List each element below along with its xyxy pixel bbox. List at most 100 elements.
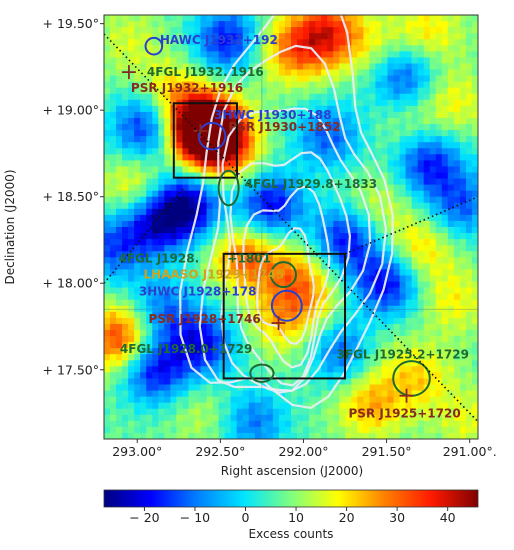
heatmap-cell xyxy=(321,378,328,386)
heatmap-cell xyxy=(375,227,383,234)
heatmap-cell xyxy=(339,57,346,65)
heatmap-cell xyxy=(248,336,256,343)
heatmap-cell xyxy=(146,366,153,373)
heatmap-cell xyxy=(116,130,123,137)
heatmap-cell xyxy=(447,336,455,343)
heatmap-cell xyxy=(122,317,129,325)
heatmap-cell xyxy=(284,33,292,40)
heatmap-cell xyxy=(405,329,413,337)
heatmap-cell xyxy=(423,99,431,107)
heatmap-cell xyxy=(309,281,316,289)
heatmap-cell xyxy=(218,136,226,143)
heatmap-cell xyxy=(429,172,437,180)
heatmap-cell xyxy=(411,329,419,337)
heatmap-cell xyxy=(164,111,171,119)
heatmap-cell xyxy=(104,396,111,404)
heatmap-cell xyxy=(140,154,147,161)
heatmap-cell xyxy=(459,111,467,119)
heatmap-cell xyxy=(212,263,220,270)
heatmap-cell xyxy=(315,105,322,113)
heatmap-cell xyxy=(254,420,262,428)
heatmap-cell xyxy=(381,402,389,410)
heatmap-cell xyxy=(110,342,117,349)
heatmap-cell xyxy=(471,390,478,398)
heatmap-cell xyxy=(230,287,238,295)
heatmap-cell xyxy=(465,154,473,161)
heatmap-cell xyxy=(411,366,419,373)
heatmap-cell xyxy=(116,184,123,192)
heatmap-cell xyxy=(212,360,220,367)
heatmap-cell xyxy=(333,329,340,337)
heatmap-cell xyxy=(441,269,449,277)
heatmap-cell xyxy=(110,87,117,95)
heatmap-cell xyxy=(435,15,443,22)
heatmap-cell xyxy=(471,202,478,210)
heatmap-cell xyxy=(104,105,111,113)
heatmap-cell xyxy=(110,208,117,216)
heatmap-cell xyxy=(399,239,407,246)
heatmap-cell xyxy=(447,99,455,107)
heatmap-cell xyxy=(315,184,322,192)
heatmap-cell xyxy=(218,45,226,52)
heatmap-cell xyxy=(188,299,196,307)
heatmap-cell xyxy=(405,87,413,95)
heatmap-cell xyxy=(242,366,250,373)
heatmap-cell xyxy=(152,396,159,404)
heatmap-cell xyxy=(447,372,455,380)
heatmap-cell xyxy=(369,275,377,283)
heatmap-cell xyxy=(393,81,401,89)
heatmap-cell xyxy=(242,33,250,40)
heatmap-cell xyxy=(381,202,389,210)
heatmap-cell xyxy=(405,408,413,416)
heatmap-cell xyxy=(122,342,129,349)
heatmap-cell xyxy=(104,178,111,186)
heatmap-cell xyxy=(465,342,473,349)
heatmap-cell xyxy=(158,360,165,367)
heatmap-cell xyxy=(465,184,473,192)
heatmap-cell xyxy=(170,384,177,392)
heatmap-cell xyxy=(194,336,202,343)
heatmap-cell xyxy=(369,190,377,198)
heatmap-cell xyxy=(471,311,478,319)
heatmap-cell xyxy=(278,111,286,119)
heatmap-cell xyxy=(170,420,177,428)
heatmap-cell xyxy=(393,75,401,83)
heatmap-cell xyxy=(284,269,292,277)
heatmap-cell xyxy=(459,190,467,198)
heatmap-cell xyxy=(146,402,153,410)
heatmap-cell xyxy=(405,263,413,270)
heatmap-cell xyxy=(405,354,413,361)
heatmap-cell xyxy=(417,202,425,210)
heatmap-cell xyxy=(351,220,358,228)
heatmap-cell xyxy=(260,323,268,331)
heatmap-cell xyxy=(170,372,177,380)
heatmap-cell xyxy=(242,348,250,355)
heatmap-cell xyxy=(465,202,473,210)
heatmap-cell xyxy=(218,214,226,222)
heatmap-cell xyxy=(176,220,184,228)
heatmap-cell xyxy=(254,408,262,416)
heatmap-cell xyxy=(291,233,298,240)
heatmap-cell xyxy=(441,99,449,107)
heatmap-cell xyxy=(146,208,153,216)
heatmap-cell xyxy=(134,348,141,355)
heatmap-cell xyxy=(140,39,147,46)
heatmap-cell xyxy=(381,342,389,349)
heatmap-cell xyxy=(375,323,383,331)
heatmap-cell xyxy=(200,263,208,270)
heatmap-cell xyxy=(459,354,467,361)
heatmap-cell xyxy=(272,220,280,228)
heatmap-cell xyxy=(236,63,244,71)
heatmap-cell xyxy=(206,426,214,434)
heatmap-cell xyxy=(393,342,401,349)
heatmap-cell xyxy=(146,354,153,361)
heatmap-cell xyxy=(447,117,455,125)
heatmap-cell xyxy=(321,214,328,222)
heatmap-cell xyxy=(357,360,364,367)
heatmap-cell xyxy=(459,57,467,65)
heatmap-cell xyxy=(152,81,159,89)
heatmap-cell xyxy=(375,281,383,289)
heatmap-cell xyxy=(429,299,437,307)
heatmap-cell xyxy=(224,372,232,380)
heatmap-cell xyxy=(182,275,190,283)
